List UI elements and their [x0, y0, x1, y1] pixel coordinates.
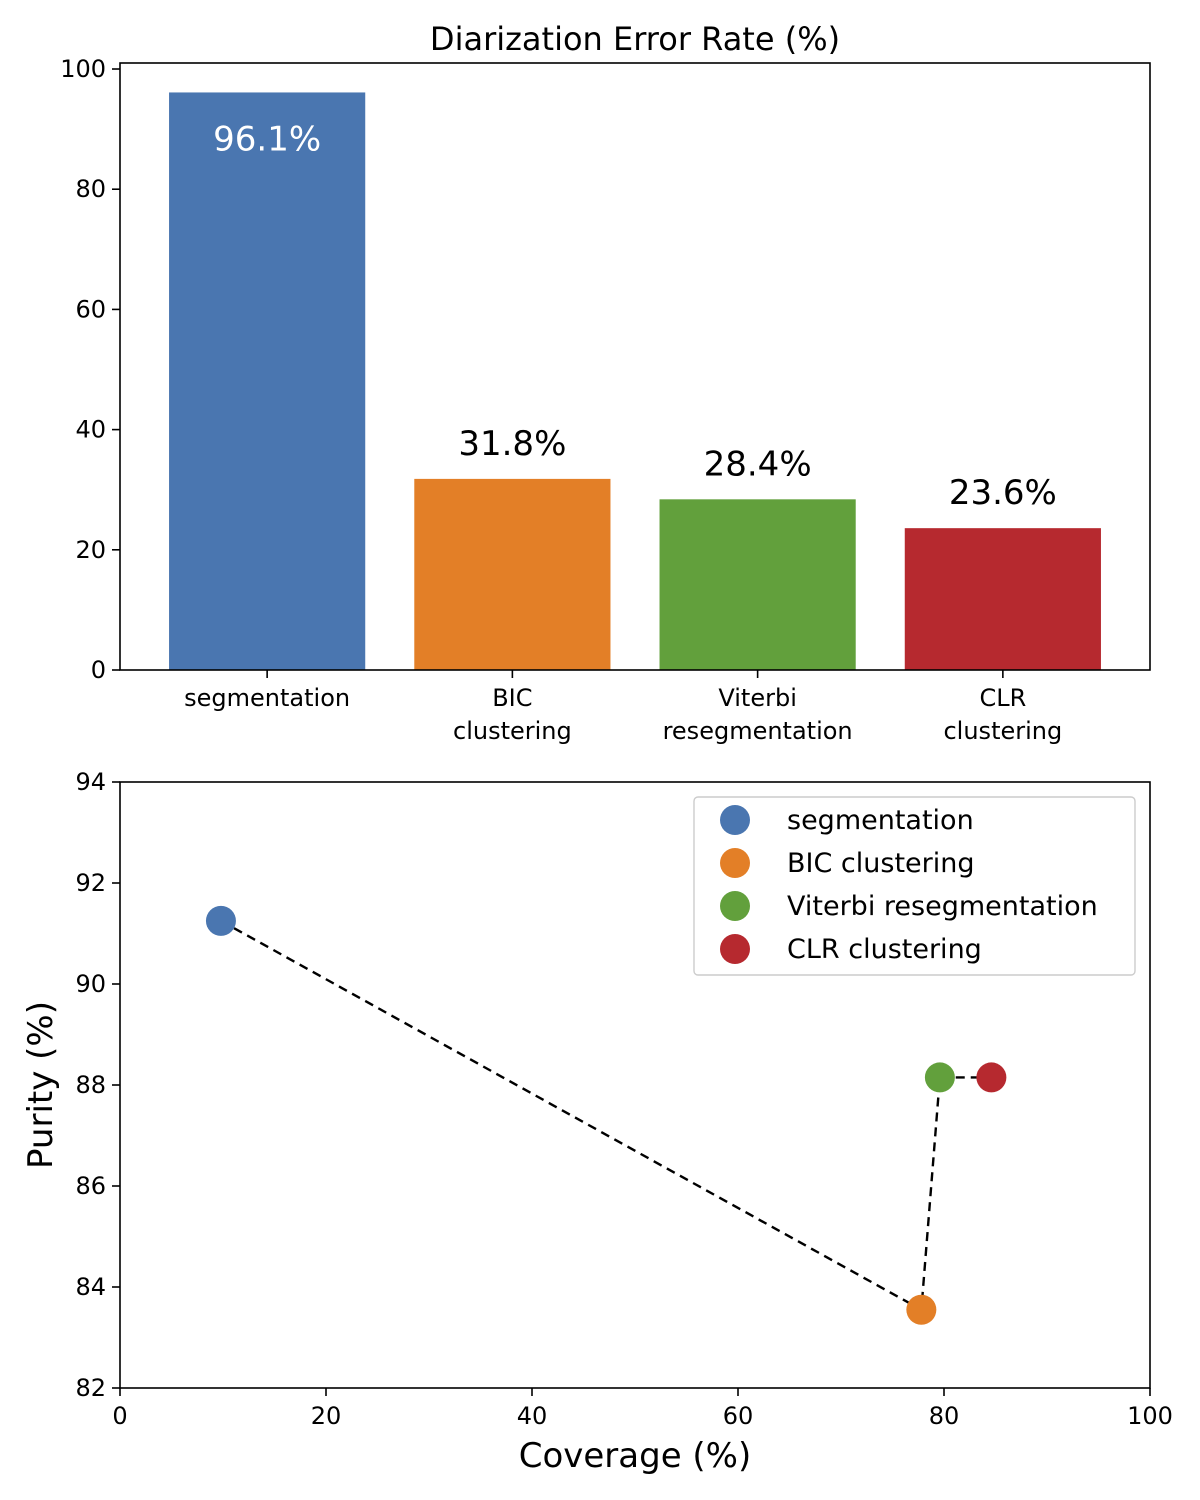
scatter-chart: 82 84 86 88 90 92 94 0 20 40 60 80 100 Coverage (%)… — [21, 768, 1173, 1476]
dashed-connector — [220, 919, 992, 1312]
bar — [414, 478, 611, 670]
scatter-y-tick-label: 84 — [75, 1273, 106, 1301]
bar-x-tick-label: segmentation — [184, 684, 350, 712]
bar-x-tick-label: resegmentation — [663, 717, 853, 745]
bar-value-label: 23.6% — [949, 473, 1057, 513]
scatter-y-tick-label: 90 — [75, 970, 106, 998]
scatter-x-tick-label: 0 — [112, 1402, 127, 1430]
legend-marker — [720, 848, 750, 878]
bar-series: 96.1% 31.8% 28.4% 23.6% — [169, 92, 1101, 671]
scatter-x-tick-label: 40 — [517, 1402, 548, 1430]
scatter-y-tick-label: 86 — [75, 1172, 106, 1200]
bar — [904, 528, 1101, 670]
scatter-x-tick-label: 60 — [723, 1402, 754, 1430]
bar-y-tick-label: 40 — [75, 416, 106, 444]
scatter-series — [205, 905, 1007, 1325]
legend-marker — [720, 934, 750, 964]
scatter-y-axis-label: Purity (%) — [21, 1001, 61, 1169]
bar-y-tick-label: 0 — [91, 656, 106, 684]
bar-value-label: 31.8% — [458, 424, 566, 464]
scatter-y-tick-label: 82 — [75, 1374, 106, 1402]
scatter-x-axis-label: Coverage (%) — [519, 1436, 752, 1476]
legend-label: CLR clustering — [787, 934, 982, 965]
bar-chart-title: Diarization Error Rate (%) — [430, 20, 840, 58]
bar-y-tick-label: 80 — [75, 175, 106, 203]
legend-label: BIC clustering — [787, 848, 975, 879]
bar-y-tick-label: 60 — [75, 295, 106, 323]
legend-marker — [720, 805, 750, 835]
scatter-y-axis: 82 84 86 88 90 92 94 — [75, 768, 120, 1402]
scatter-point — [205, 905, 236, 936]
bar — [169, 92, 366, 671]
scatter-plot-frame — [119, 781, 1151, 1389]
bar-y-axis: 0 20 40 60 80 100 — [60, 55, 120, 684]
scatter-legend: segmentation BIC clustering Viterbi resegm… — [693, 796, 1136, 976]
scatter-x-tick-label: 80 — [929, 1402, 960, 1430]
bar-x-axis: segmentation BIC clustering Viterbi resegmen… — [184, 670, 1062, 745]
legend-marker — [720, 891, 750, 921]
bar-chart: Diarization Error Rate (%) 020406080100 … — [60, 20, 1151, 745]
bar-x-tick-label: CLR — [979, 684, 1026, 712]
scatter-point — [976, 1062, 1007, 1093]
legend-label: segmentation — [787, 805, 974, 836]
scatter-connecting-line — [220, 919, 992, 1312]
bar-x-tick-label: clustering — [453, 717, 572, 745]
bar-x-tick-label: BIC — [492, 684, 532, 712]
scatter-point — [924, 1062, 955, 1093]
bar-y-tick-label: 100 — [60, 55, 106, 83]
scatter-y-tick-label: 92 — [75, 869, 106, 897]
bar-y-tick-label: 20 — [75, 536, 106, 564]
legend-label: Viterbi resegmentation — [787, 891, 1098, 922]
legend-frame — [693, 796, 1136, 976]
scatter-y-tick-label: 88 — [75, 1071, 106, 1099]
scatter-point — [906, 1294, 937, 1325]
bar-plot-frame — [119, 62, 1151, 671]
scatter-x-tick-label: 20 — [311, 1402, 342, 1430]
scatter-y-tick-label: 94 — [75, 768, 106, 796]
bar — [659, 499, 856, 670]
bar-x-tick-label: clustering — [943, 717, 1062, 745]
bar-value-label: 96.1% — [213, 119, 321, 159]
scatter-x-tick-label: 100 — [1127, 1402, 1173, 1430]
bar-value-label: 28.4% — [704, 444, 812, 484]
bar-x-tick-label: Viterbi — [718, 684, 797, 712]
scatter-x-axis: 0 20 40 60 80 100 — [112, 1388, 1173, 1430]
